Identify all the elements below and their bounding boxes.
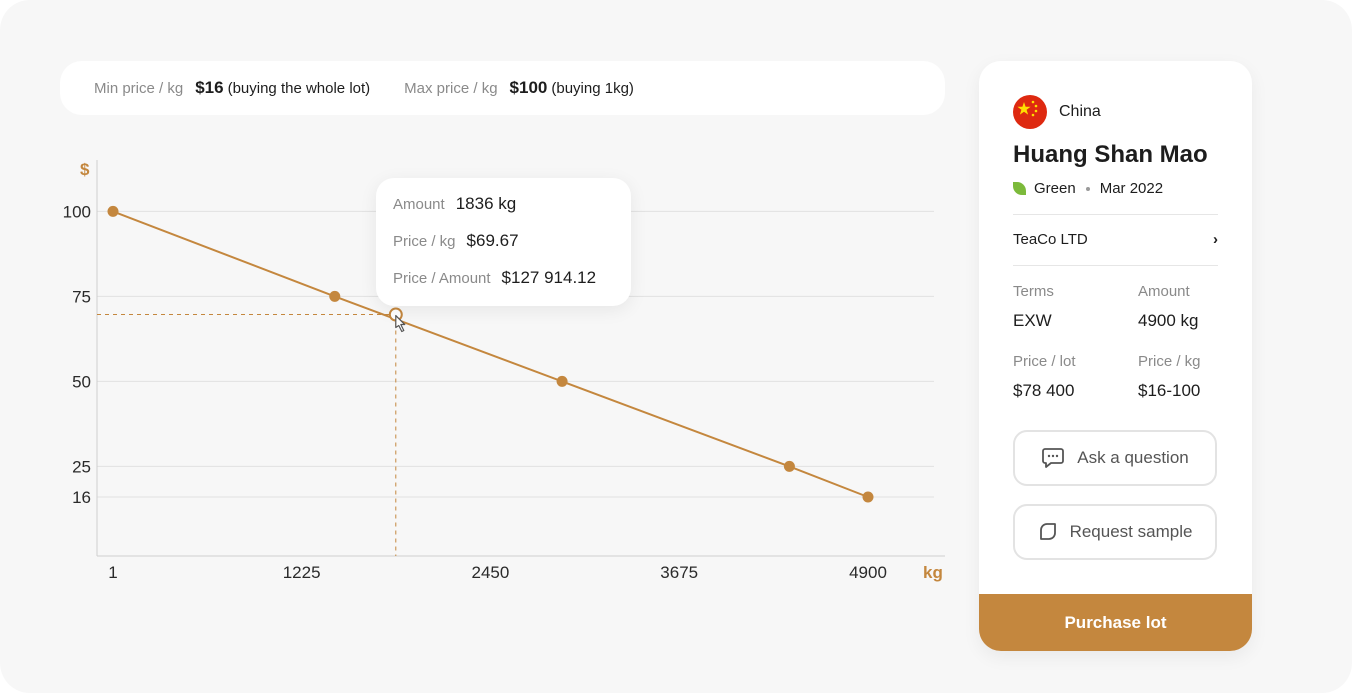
y-unit-label: $ bbox=[80, 160, 90, 179]
data-point bbox=[783, 460, 795, 472]
sample-icon bbox=[1039, 523, 1056, 540]
lot-title: Huang Shan Mao bbox=[1013, 141, 1208, 168]
divider bbox=[1013, 214, 1218, 215]
max-price-group: Max price / kg $100 (buying 1kg) bbox=[404, 78, 634, 98]
amount-label: Amount bbox=[1138, 283, 1190, 300]
separator-dot bbox=[1085, 186, 1090, 191]
price-kg-value: $16-100 bbox=[1138, 381, 1201, 400]
terms-value: EXW bbox=[1013, 311, 1052, 330]
data-point bbox=[556, 375, 568, 387]
y-tick-label: 50 bbox=[72, 372, 91, 391]
tooltip-amount-row: Amount 1836 kg bbox=[393, 194, 516, 214]
tooltip-price-amount-label: Price / Amount bbox=[393, 270, 491, 287]
data-point bbox=[107, 205, 119, 217]
x-unit-label: kg bbox=[923, 563, 943, 582]
chat-icon bbox=[1042, 448, 1065, 468]
cursor-hand-icon bbox=[395, 314, 406, 333]
min-price-group: Min price / kg $16 (buying the whole lot… bbox=[94, 78, 370, 98]
lot-card: China Huang Shan Mao Green Mar 2022 TeaC… bbox=[979, 61, 1252, 651]
data-point bbox=[329, 290, 341, 302]
seller-link[interactable]: TeaCo LTD › bbox=[1013, 231, 1218, 248]
max-price-value: $100 bbox=[509, 78, 548, 97]
request-sample-button[interactable]: Request sample bbox=[1013, 504, 1217, 560]
price-lot-label: Price / lot bbox=[1013, 353, 1076, 370]
chevron-right-icon: › bbox=[1213, 231, 1218, 248]
purchase-lot-button[interactable]: Purchase lot bbox=[979, 594, 1252, 651]
tooltip-price-kg-row: Price / kg $69.67 bbox=[393, 231, 519, 251]
y-tick-label: 25 bbox=[72, 457, 91, 476]
tooltip-price-kg-label: Price / kg bbox=[393, 233, 456, 250]
min-price-value: $16 bbox=[195, 78, 224, 97]
x-tick-label: 1 bbox=[108, 563, 117, 582]
y-tick-label: 75 bbox=[72, 287, 91, 306]
tooltip-price-amount-value: $127 914.12 bbox=[501, 268, 597, 287]
price-range-bar: Min price / kg $16 (buying the whole lot… bbox=[60, 61, 945, 115]
origin-country: China bbox=[1059, 103, 1101, 120]
price-lot-value: $78 400 bbox=[1013, 381, 1075, 400]
chart-tooltip: Amount 1836 kg Price / kg $69.67 Price /… bbox=[376, 178, 631, 306]
divider bbox=[1013, 265, 1218, 266]
lot-meta: Green Mar 2022 bbox=[1013, 180, 1163, 197]
min-price-note: (buying the whole lot) bbox=[227, 80, 371, 97]
x-tick-label: 4900 bbox=[849, 563, 887, 582]
x-tick-label: 3675 bbox=[660, 563, 698, 582]
china-flag-icon bbox=[1013, 95, 1047, 129]
seller-name: TeaCo LTD bbox=[1013, 231, 1088, 248]
tea-type: Green bbox=[1034, 180, 1076, 197]
data-point bbox=[862, 491, 874, 503]
ask-question-button[interactable]: Ask a question bbox=[1013, 430, 1217, 486]
tooltip-price-amount-row: Price / Amount $127 914.12 bbox=[393, 268, 596, 288]
x-tick-label: 1225 bbox=[283, 563, 321, 582]
max-price-label: Max price / kg bbox=[404, 80, 498, 97]
min-price-label: Min price / kg bbox=[94, 80, 184, 97]
terms-label: Terms bbox=[1013, 283, 1054, 300]
amount-value: 4900 kg bbox=[1138, 311, 1199, 330]
harvest-date: Mar 2022 bbox=[1099, 180, 1164, 197]
ask-question-label: Ask a question bbox=[1077, 448, 1189, 467]
y-tick-label: 100 bbox=[63, 202, 91, 221]
leaf-icon bbox=[1013, 182, 1026, 195]
price-kg-label: Price / kg bbox=[1138, 353, 1201, 370]
cursor-hand-shape bbox=[395, 314, 406, 333]
max-price-note: (buying 1kg) bbox=[551, 80, 634, 97]
tooltip-amount-value: 1836 kg bbox=[455, 194, 517, 213]
tooltip-price-kg-value: $69.67 bbox=[466, 231, 519, 250]
y-tick-label: 16 bbox=[72, 488, 91, 507]
tooltip-amount-label: Amount bbox=[393, 196, 445, 213]
x-tick-label: 2450 bbox=[472, 563, 510, 582]
request-sample-label: Request sample bbox=[1069, 522, 1193, 541]
